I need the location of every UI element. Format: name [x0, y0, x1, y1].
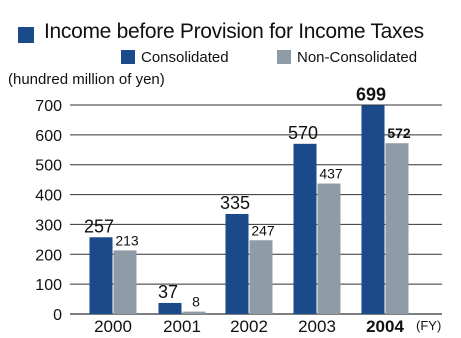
legend-label-consolidated: Consolidated: [141, 49, 229, 66]
x-axis-unit-label: (FY): [416, 318, 441, 333]
data-label-consolidated-2000: 257: [84, 216, 114, 236]
y-tick-label: 700: [35, 98, 62, 115]
bar-non-consolidated-2004: [385, 143, 409, 314]
x-tick-label-2002: 2002: [230, 317, 268, 336]
x-tick-label-2001: 2001: [163, 317, 201, 336]
bar-consolidated-2000: [89, 237, 113, 314]
data-label-consolidated-2003: 570: [288, 123, 318, 143]
y-tick-label: 0: [53, 307, 62, 324]
data-label-non-consolidated-2001: 8: [192, 294, 200, 310]
chart-title: Income before Provision for Income Taxes: [44, 20, 424, 43]
bar-non-consolidated-2003: [317, 183, 341, 314]
bar-non-consolidated-2002: [249, 240, 273, 314]
bar-non-consolidated-2000: [113, 250, 137, 314]
legend-swatch-non-consolidated: [277, 50, 291, 64]
y-tick-label: 200: [35, 247, 62, 264]
y-tick-label: 500: [35, 158, 62, 175]
bar-consolidated-2001: [158, 302, 182, 314]
y-tick-label: 600: [35, 128, 62, 145]
bar-consolidated-2003: [293, 143, 317, 314]
data-label-non-consolidated-2002: 247: [251, 222, 275, 238]
y-tick-label: 300: [35, 217, 62, 234]
data-label-consolidated-2004: 699: [356, 84, 386, 104]
legend-swatch-consolidated: [121, 50, 135, 64]
bar-consolidated-2002: [225, 213, 249, 314]
y-axis-unit-label: (hundred million of yen): [8, 71, 165, 88]
x-tick-label-2004: 2004: [366, 317, 404, 336]
bar-consolidated-2004: [361, 105, 385, 314]
bar-non-consolidated-2001: [182, 311, 206, 314]
data-label-non-consolidated-2003: 437: [319, 166, 343, 182]
x-tick-label-2000: 2000: [94, 317, 132, 336]
data-label-consolidated-2001: 37: [158, 282, 178, 302]
y-tick-label: 400: [35, 188, 62, 205]
legend-item-non-consolidated: Non-Consolidated: [277, 49, 417, 66]
x-tick-label-2003: 2003: [298, 317, 336, 336]
legend-label-non-consolidated: Non-Consolidated: [297, 49, 418, 66]
y-tick-label: 100: [35, 277, 62, 294]
data-label-consolidated-2002: 335: [220, 193, 250, 213]
data-label-non-consolidated-2004: 572: [387, 125, 411, 141]
title-marker-icon: [18, 27, 34, 43]
data-label-non-consolidated-2000: 213: [115, 232, 139, 248]
legend-item-consolidated: Consolidated: [121, 49, 229, 66]
